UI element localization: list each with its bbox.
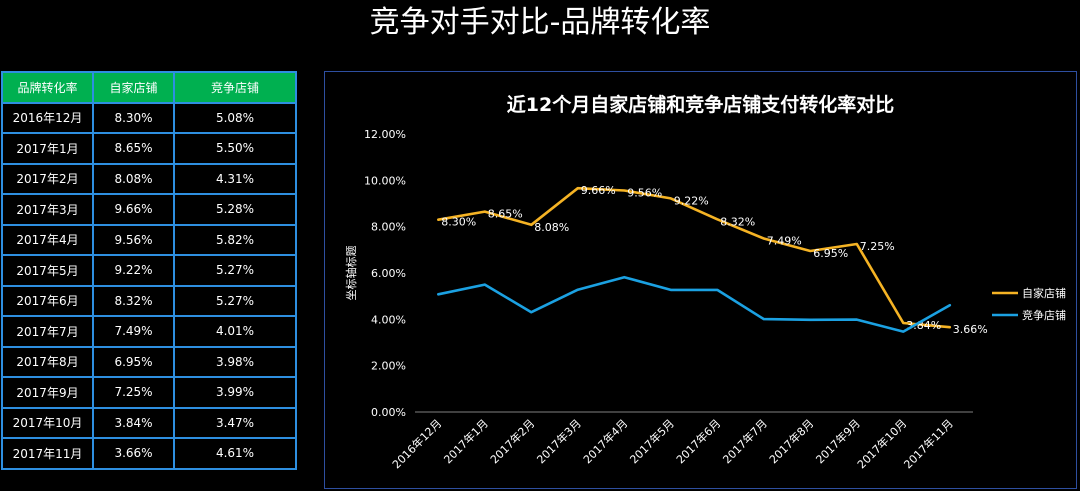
competitor-rate-cell: 3.99% [173,376,297,409]
conversion-line-chart: 0.00% 2.00% 4.00% 6.00% 8.00% 10.00% 12.00% 坐标轴… [344,128,1066,471]
own-rate-cell: 8.65% [92,132,175,165]
table-row: 2016年12月 8.30% 5.08% [1,101,297,134]
data-label: 3.84% [906,319,941,332]
competitor-rate-cell: 3.98% [173,345,297,378]
x-tick-label: 2017年7月 [720,416,770,466]
own-rate-cell: 9.66% [92,193,175,226]
competitor-rate-cell: 5.27% [173,254,297,287]
header-competitor-store: 竞争店铺 [173,71,297,104]
month-cell: 2017年2月 [1,162,94,195]
own-rate-cell: 9.56% [92,223,175,256]
x-tick-label: 2017年2月 [487,416,537,466]
y-axis-title: 坐标轴标题 [344,246,358,301]
table-row: 2017年10月 3.84% 3.47% [1,406,297,439]
data-label: 3.66% [953,323,988,336]
series-line-competitor-store [437,275,952,333]
table-row: 2017年7月 7.49% 4.01% [1,315,297,348]
table-row: 2017年6月 8.32% 5.27% [1,284,297,317]
month-cell: 2017年11月 [1,437,94,470]
competitor-rate-cell: 5.82% [173,223,297,256]
competitor-rate-cell: 5.28% [173,193,297,226]
data-label: 9.56% [627,187,662,200]
chart-title: 近12个月自家店铺和竞争店铺支付转化率对比 [506,94,895,116]
month-cell: 2017年4月 [1,223,94,256]
data-label: 8.65% [488,208,523,221]
own-rate-cell: 8.32% [92,284,175,317]
competitor-rate-cell: 5.50% [173,132,297,165]
competitor-rate-cell: 4.01% [173,315,297,348]
competitor-rate-cell: 5.08% [173,101,297,134]
own-rate-cell: 7.25% [92,376,175,409]
table-row: 2017年5月 9.22% 5.27% [1,254,297,287]
header-month: 品牌转化率 [1,71,94,104]
header-own-store: 自家店铺 [92,71,175,104]
month-cell: 2017年7月 [1,315,94,348]
x-tick-label: 2017年3月 [534,416,584,466]
x-tick-label: 2017年1月 [441,416,491,466]
x-tick-label: 2017年8月 [766,416,816,466]
table-header-row: 品牌转化率 自家店铺 竞争店铺 [1,71,297,104]
month-cell: 2017年6月 [1,284,94,317]
month-cell: 2017年5月 [1,254,94,287]
own-rate-cell: 8.08% [92,162,175,195]
month-cell: 2017年8月 [1,345,94,378]
competitor-rate-cell: 3.47% [173,406,297,439]
data-label: 8.32% [720,215,755,228]
data-label: 9.22% [674,194,709,207]
month-cell: 2017年3月 [1,193,94,226]
conversion-table: 品牌转化率 自家店铺 竞争店铺 2016年12月 8.30% 5.08% 2017年… [1,71,297,470]
data-label: 8.08% [534,221,569,234]
table-row: 2017年1月 8.65% 5.50% [1,132,297,165]
own-rate-cell: 8.30% [92,101,175,134]
competitor-rate-cell: 4.61% [173,437,297,470]
table-row: 2017年8月 6.95% 3.98% [1,345,297,378]
y-tick-label: 0.00% [371,406,406,419]
competitor-rate-cell: 5.27% [173,284,297,317]
own-rate-cell: 7.49% [92,315,175,348]
page-title: 竞争对手对比-品牌转化率 [369,5,711,40]
x-tick-label: 2017年9月 [813,416,863,466]
data-label: 7.25% [860,240,895,253]
own-rate-cell: 3.84% [92,406,175,439]
x-tick-label: 2017年4月 [580,416,630,466]
table-row: 2017年3月 9.66% 5.28% [1,193,297,226]
legend-own-store-label: 自家店铺 [1022,286,1066,300]
y-tick-label: 12.00% [364,128,406,141]
y-tick-label: 8.00% [371,221,406,234]
month-cell: 2017年10月 [1,406,94,439]
data-label: 8.30% [441,216,476,229]
y-tick-label: 4.00% [371,313,406,326]
data-label: 9.66% [581,184,616,197]
month-cell: 2016年12月 [1,101,94,134]
x-tick-label: 2017年5月 [627,416,677,466]
x-tick-label: 2017年11月 [901,416,956,471]
chart-panel: 近12个月自家店铺和竞争店铺支付转化率对比 0.00% 2.00% 4.00% 6.0… [324,71,1077,489]
table-row: 2017年4月 9.56% 5.82% [1,223,297,256]
data-label: 6.95% [813,247,848,260]
table-row: 2017年11月 3.66% 4.61% [1,437,297,470]
month-cell: 2017年9月 [1,376,94,409]
own-rate-cell: 9.22% [92,254,175,287]
x-tick-label: 2016年12月 [389,416,444,471]
own-rate-cell: 6.95% [92,345,175,378]
month-cell: 2017年1月 [1,132,94,165]
y-tick-label: 6.00% [371,267,406,280]
table-row: 2017年2月 8.08% 4.31% [1,162,297,195]
series-line-own-store [437,186,952,329]
own-rate-cell: 3.66% [92,437,175,470]
legend-competitor-store-label: 竞争店铺 [1022,308,1066,322]
table-row: 2017年9月 7.25% 3.99% [1,376,297,409]
y-tick-label: 10.00% [364,174,406,187]
competitor-rate-cell: 4.31% [173,162,297,195]
y-tick-label: 2.00% [371,360,406,373]
x-tick-label: 2017年6月 [673,416,723,466]
data-label: 7.49% [767,234,802,247]
